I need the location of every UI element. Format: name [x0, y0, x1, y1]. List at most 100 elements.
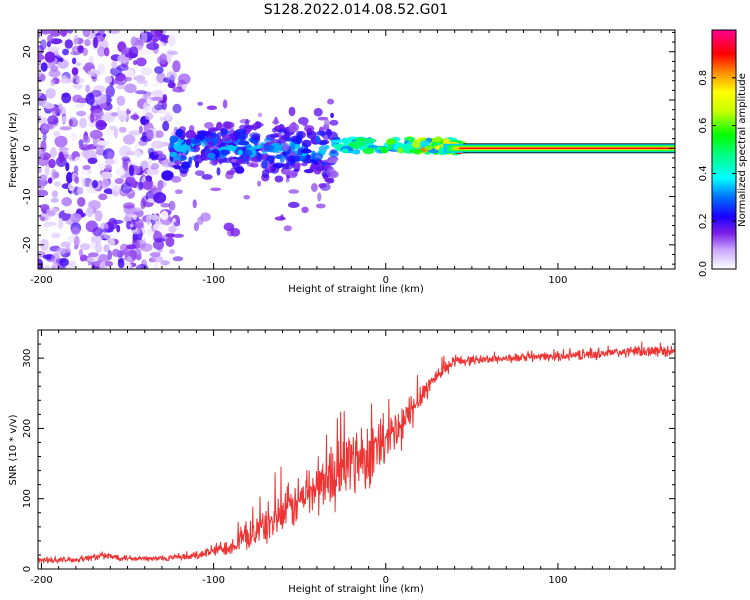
heatmap-transition-blob	[397, 147, 404, 154]
heatmap-noise-blob	[164, 111, 172, 121]
heatmap-noise-blob	[62, 48, 70, 56]
heatmap-frag-blob	[216, 167, 221, 176]
heatmap-noise-blob	[66, 171, 73, 184]
heatmap-noise-blob	[135, 90, 147, 95]
heatmap-noise-blob	[140, 243, 153, 252]
heatmap-noise-blob	[141, 180, 153, 190]
heatmap-frag-blob	[317, 192, 322, 202]
heatmap-noise-blob	[146, 213, 151, 226]
heatmap-noise-blob	[88, 121, 97, 128]
heatmap-noise-blob	[101, 228, 114, 233]
heatmap-noise-blob	[47, 34, 54, 43]
heatmap-noise-blob	[85, 206, 94, 218]
snr-ylabel: SNR (10 * v/v)	[8, 414, 19, 485]
spectrogram-xtick-label: -200	[30, 275, 53, 286]
heatmap-frag-blob	[285, 178, 290, 183]
heatmap-noise-blob	[122, 76, 132, 82]
heatmap-noise-blob	[40, 216, 46, 222]
heatmap-noise-blob	[38, 114, 41, 123]
heatmap-noise-blob	[146, 98, 154, 103]
heatmap-noise-blob	[47, 210, 56, 217]
heatmap-frag-blob	[321, 161, 326, 166]
heatmap-noise-blob	[128, 164, 135, 176]
heatmap-frag-blob	[170, 176, 182, 183]
heatmap-noise-blob	[134, 144, 140, 150]
heatmap-noise-blob	[49, 147, 57, 158]
heatmap-frag-blob	[263, 144, 275, 151]
heatmap-noise-blob	[144, 112, 154, 121]
heatmap-noise-blob	[153, 260, 159, 269]
heatmap-noise-blob	[147, 198, 155, 203]
heatmap-noise-blob	[61, 150, 69, 155]
heatmap-noise-blob	[88, 252, 99, 258]
heatmap-noise-blob	[140, 198, 146, 209]
heatmap-frag-blob	[313, 107, 323, 117]
heatmap-transition-blob	[380, 146, 387, 154]
heatmap-noise-blob	[48, 158, 56, 169]
heatmap-noise-blob	[71, 226, 81, 236]
heatmap-noise-blob	[167, 35, 176, 47]
heatmap-noise-blob	[71, 57, 77, 65]
heatmap-noise-blob	[154, 104, 164, 111]
heatmap-noise-blob	[71, 67, 79, 76]
heatmap-frag-blob	[281, 142, 290, 152]
heatmap-noise-blob	[119, 145, 132, 157]
heatmap-frag-blob	[170, 139, 175, 147]
heatmap-noise-blob	[151, 140, 165, 149]
heatmap-frag-blob	[242, 149, 253, 157]
heatmap-frag-blob	[261, 159, 268, 169]
heatmap-frag-blob	[293, 168, 300, 173]
heatmap-noise-blob	[116, 224, 121, 233]
heatmap-noise-blob	[130, 114, 140, 120]
heatmap-frag-blob	[297, 147, 304, 156]
heatmap-frag-blob	[222, 121, 232, 130]
heatmap-noise-blob	[89, 129, 103, 140]
heatmap-noise-blob	[113, 157, 120, 165]
snr-panel: -200 -100 0 100 0 100 200 300 Height of straigh…	[8, 329, 676, 595]
heatmap-noise-blob	[174, 189, 183, 194]
heatmap-noise-blob	[90, 235, 102, 243]
heatmap-noise-blob	[97, 46, 106, 57]
heatmap-noise-blob	[115, 167, 126, 176]
heatmap-frag-blob	[223, 222, 235, 231]
heatmap-noise-blob	[133, 218, 144, 229]
heatmap-noise-blob	[103, 244, 110, 253]
heatmap-noise-blob	[111, 191, 120, 196]
heatmap-noise-blob	[117, 110, 127, 122]
heatmap-noise-blob	[82, 135, 91, 144]
heatmap-noise-blob	[161, 170, 174, 181]
heatmap-noise-blob	[68, 182, 75, 192]
heatmap-frag-blob	[212, 159, 219, 165]
heatmap-noise-blob	[146, 42, 160, 51]
heatmap-noise-blob	[169, 249, 176, 255]
spectrogram-xlabel: Height of straight line (km)	[288, 284, 424, 295]
heatmap-noise-blob	[63, 209, 76, 214]
heatmap-noise-blob	[138, 181, 144, 190]
heatmap-noise-blob	[162, 120, 170, 132]
heatmap-frag-blob	[252, 145, 262, 150]
heatmap-noise-blob	[99, 30, 105, 36]
heatmap-noise-blob	[103, 164, 113, 171]
heatmap-noise-blob	[45, 264, 50, 269]
heatmap-frag-blob	[315, 135, 321, 144]
heatmap-noise-blob	[121, 156, 130, 162]
heatmap-frag-blob	[316, 130, 328, 136]
snr-ytick-label: 300	[22, 349, 33, 368]
spectrogram-xtick-label: 0	[383, 275, 389, 286]
heatmap-noise-blob	[115, 84, 127, 90]
heatmap-frag-blob	[174, 160, 183, 165]
heatmap-frag-blob	[288, 106, 296, 117]
heatmap-transition-blob	[332, 144, 343, 149]
heatmap-frag-blob	[201, 174, 213, 180]
heatmap-noise-blob	[51, 168, 57, 180]
heatmap-noise-blob	[88, 56, 95, 64]
heatmap-frag-blob	[304, 125, 315, 133]
heatmap-noise-blob	[98, 162, 106, 170]
heatmap-noise-blob	[124, 83, 137, 94]
heatmap-noise-blob	[39, 238, 49, 251]
heatmap-noise-blob	[61, 75, 68, 85]
heatmap-noise-blob	[70, 213, 82, 222]
heatmap-noise-blob	[59, 126, 72, 131]
heatmap-noise-blob	[85, 84, 91, 93]
heatmap-noise-blob	[48, 69, 61, 78]
